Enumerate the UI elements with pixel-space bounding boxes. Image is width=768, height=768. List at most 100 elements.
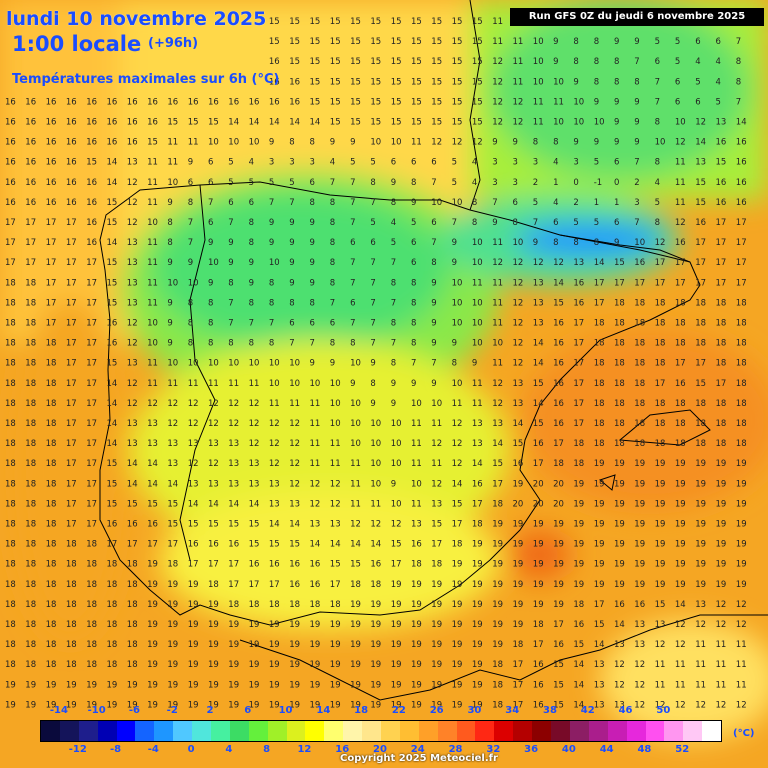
grid-value: 13 xyxy=(127,158,138,168)
grid-value: 8 xyxy=(310,298,315,308)
grid-value: 15 xyxy=(330,97,341,107)
grid-value: 17 xyxy=(5,258,16,268)
grid-value: 9 xyxy=(228,238,233,248)
grid-value: 9 xyxy=(330,359,335,369)
grid-value: 16 xyxy=(25,138,36,148)
grid-value: 18 xyxy=(675,339,686,349)
grid-value: 17 xyxy=(594,298,605,308)
grid-value: 19 xyxy=(310,700,321,710)
grid-value: 19 xyxy=(492,540,503,550)
grid-value: 16 xyxy=(86,198,97,208)
grid-value: 17 xyxy=(86,379,97,389)
grid-value: 18 xyxy=(573,459,584,469)
grid-value: 7 xyxy=(269,198,274,208)
grid-value: 18 xyxy=(46,620,57,630)
grid-value: 19 xyxy=(391,680,402,690)
grid-value: 9 xyxy=(289,258,294,268)
grid-value: 18 xyxy=(736,439,747,449)
grid-value: 9 xyxy=(492,138,497,148)
grid-value: 9 xyxy=(452,258,457,268)
grid-value: 12 xyxy=(391,520,402,530)
grid-value: 18 xyxy=(46,499,57,509)
grid-value: 17 xyxy=(127,540,138,550)
color-scale-cell xyxy=(362,721,382,741)
grid-value: 19 xyxy=(634,459,645,469)
grid-value: 19 xyxy=(513,600,524,610)
grid-value: 14 xyxy=(736,118,747,128)
grid-value: 15 xyxy=(107,258,118,268)
grid-value: 19 xyxy=(147,560,158,570)
grid-value: 18 xyxy=(167,560,178,570)
grid-value: 18 xyxy=(107,560,118,570)
grid-value: 16 xyxy=(25,158,36,168)
grid-value: 12 xyxy=(289,439,300,449)
grid-value: 17 xyxy=(736,258,747,268)
grid-value: 18 xyxy=(25,580,36,590)
grid-value: 17 xyxy=(5,218,16,228)
color-scale-cell xyxy=(135,721,155,741)
grid-value: 15 xyxy=(167,118,178,128)
grid-value: 18 xyxy=(66,580,77,590)
grid-value: 17 xyxy=(86,419,97,429)
grid-value: 18 xyxy=(46,520,57,530)
grid-value: 6 xyxy=(391,158,396,168)
grid-value: 20 xyxy=(533,499,544,509)
color-scale-cell xyxy=(59,721,79,741)
grid-value: 11 xyxy=(147,178,158,188)
grid-value: 16 xyxy=(269,560,280,570)
grid-value: 12 xyxy=(127,319,138,329)
grid-value: 16 xyxy=(310,560,321,570)
grid-value: 19 xyxy=(533,600,544,610)
grid-value: 10 xyxy=(553,77,564,87)
grid-value: 9 xyxy=(208,278,213,288)
grid-value: 16 xyxy=(736,198,747,208)
grid-value: 11 xyxy=(350,479,361,489)
grid-value: 11 xyxy=(411,459,422,469)
grid-value: 17 xyxy=(675,258,686,268)
grid-value: 18 xyxy=(5,540,16,550)
grid-value: 18 xyxy=(5,580,16,590)
grid-value: 15 xyxy=(472,37,483,47)
grid-value: 18 xyxy=(25,479,36,489)
grid-value: 19 xyxy=(330,680,341,690)
grid-value: 19 xyxy=(330,660,341,670)
grid-value: 18 xyxy=(614,399,625,409)
grid-value: 17 xyxy=(86,439,97,449)
grid-value: 19 xyxy=(289,660,300,670)
grid-value: 18 xyxy=(533,620,544,630)
grid-value: 19 xyxy=(391,700,402,710)
grid-value: 13 xyxy=(127,298,138,308)
grid-value: 14 xyxy=(330,540,341,550)
grid-value: 18 xyxy=(5,359,16,369)
grid-value: 17 xyxy=(695,359,706,369)
grid-value: 10 xyxy=(330,399,341,409)
color-scale-cell xyxy=(173,721,193,741)
grid-value: 10 xyxy=(472,298,483,308)
grid-value: 17 xyxy=(472,499,483,509)
grid-value: 18 xyxy=(86,560,97,570)
grid-value: 11 xyxy=(695,660,706,670)
grid-value: 9 xyxy=(391,399,396,409)
grid-value: 10 xyxy=(431,198,442,208)
grid-value: 6 xyxy=(228,198,233,208)
grid-value: 10 xyxy=(492,339,503,349)
grid-value: 16 xyxy=(5,138,16,148)
grid-value: 18 xyxy=(431,560,442,570)
grid-value: 7 xyxy=(634,57,639,67)
grid-value: 9 xyxy=(167,339,172,349)
grid-value: 15 xyxy=(452,499,463,509)
color-scale-cell xyxy=(116,721,136,741)
grid-value: 10 xyxy=(269,379,280,389)
grid-value: 11 xyxy=(147,238,158,248)
grid-value: 18 xyxy=(46,660,57,670)
grid-value: 19 xyxy=(573,499,584,509)
color-scale-cell xyxy=(588,721,608,741)
grid-value: 17 xyxy=(614,278,625,288)
grid-value: 11 xyxy=(147,359,158,369)
grid-value: 9 xyxy=(431,298,436,308)
grid-value: 18 xyxy=(736,359,747,369)
grid-value: 10 xyxy=(472,319,483,329)
grid-value: 10 xyxy=(452,298,463,308)
grid-value: 17 xyxy=(513,660,524,670)
grid-value: 4 xyxy=(249,158,254,168)
